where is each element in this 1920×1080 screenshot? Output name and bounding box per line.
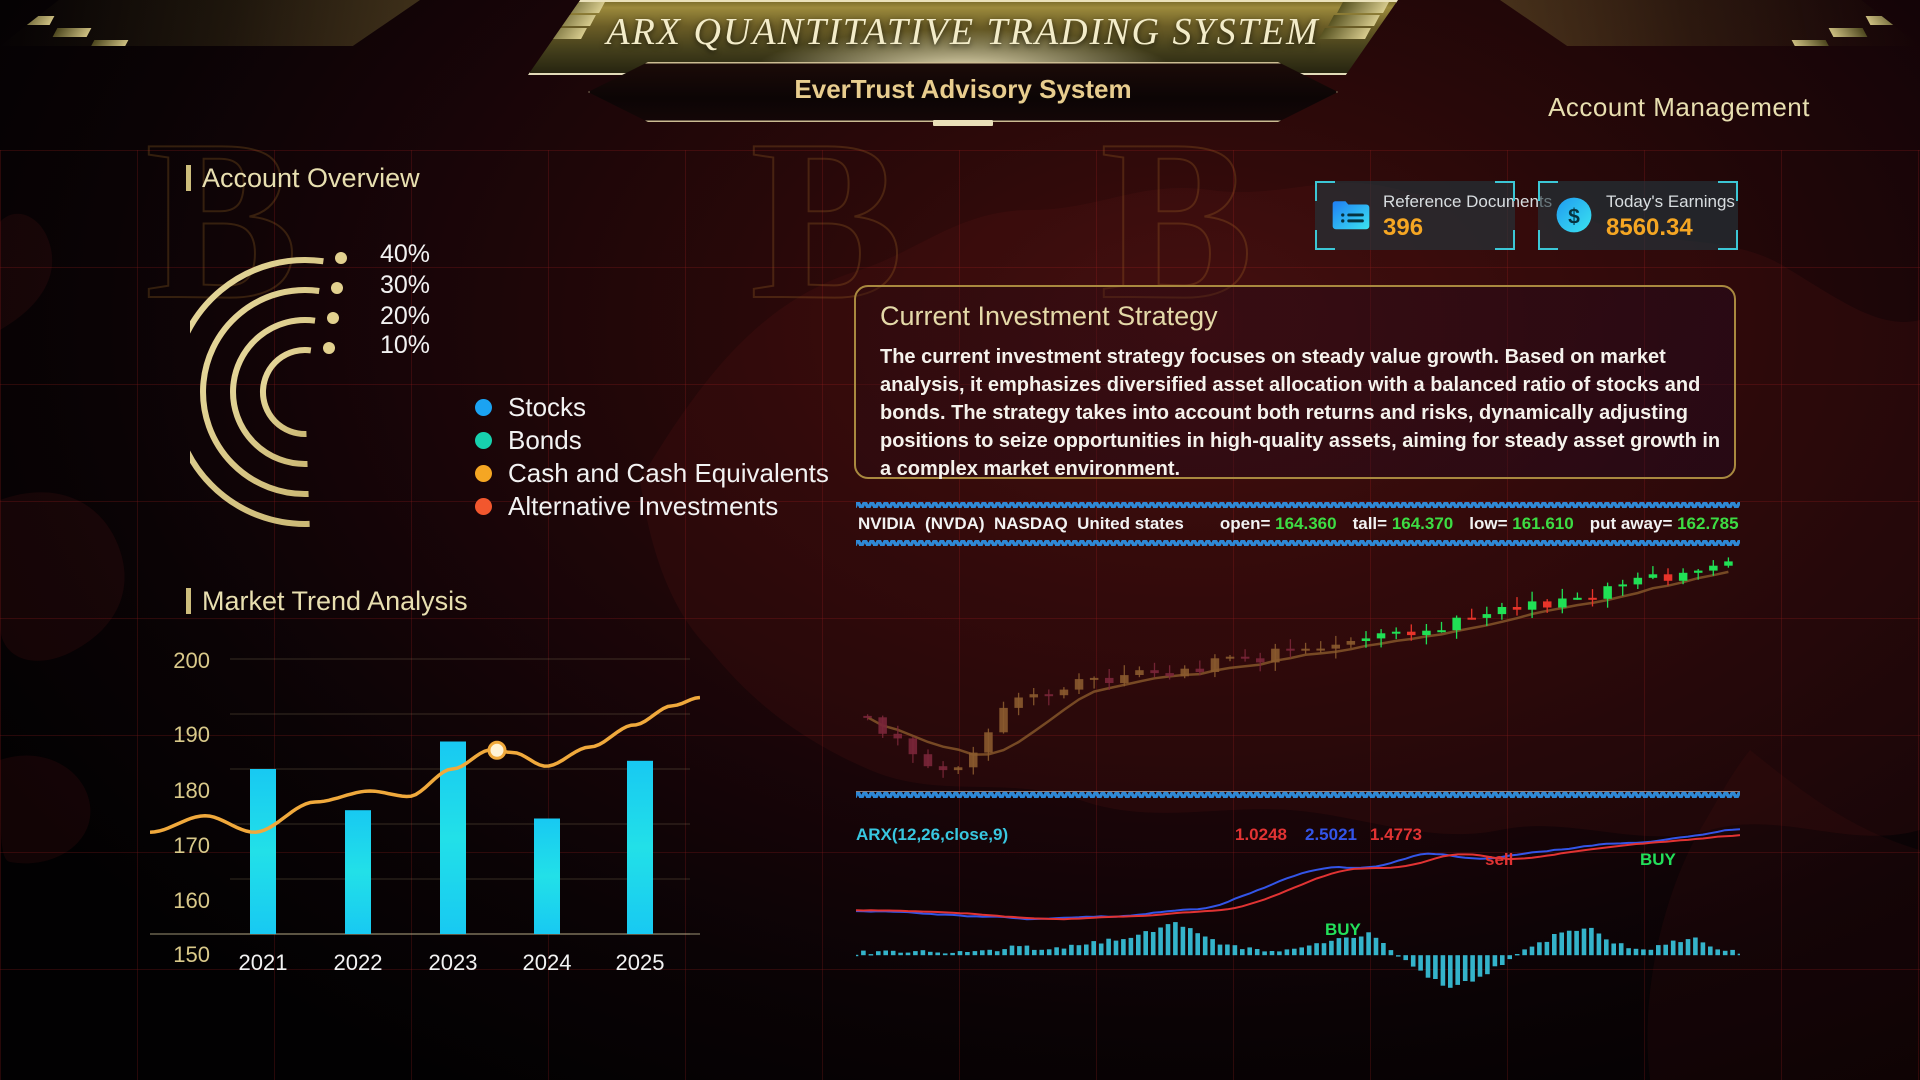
svg-text:$: $ xyxy=(1568,205,1580,228)
